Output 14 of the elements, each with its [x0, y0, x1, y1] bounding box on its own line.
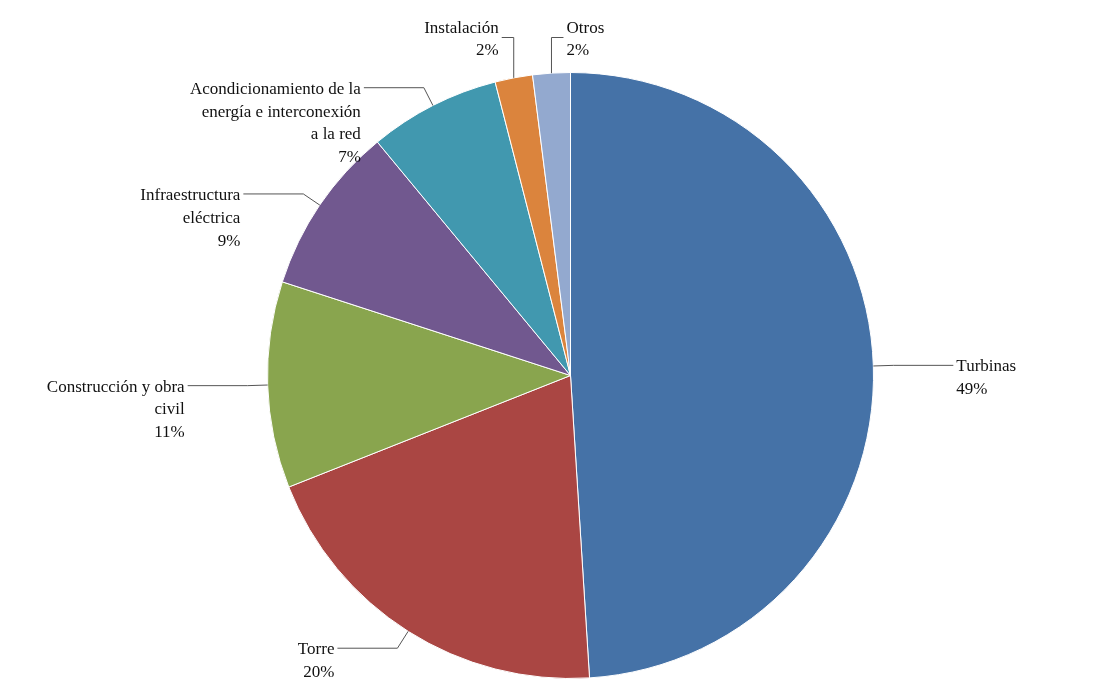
data-label: 9%: [217, 230, 241, 250]
data-label: 49%: [956, 379, 988, 399]
data-label: 7%: [338, 147, 361, 167]
data-label: 2%: [476, 40, 499, 60]
data-label: 20%: [303, 662, 335, 681]
slice-label: Otros: [566, 17, 605, 37]
slice-label: Instalación: [424, 17, 500, 37]
slice-label: Construcción y obra civil: [46, 376, 186, 419]
slice-label: Acondicionamiento de la energía e interconexión a la red: [189, 78, 362, 144]
data-label: 2%: [566, 40, 590, 60]
slice-label: Infraestructura eléctrica: [140, 184, 241, 227]
slice-label: Torre: [297, 639, 335, 659]
slice-label: Turbinas: [956, 356, 1017, 376]
data-label: 11%: [154, 422, 185, 442]
